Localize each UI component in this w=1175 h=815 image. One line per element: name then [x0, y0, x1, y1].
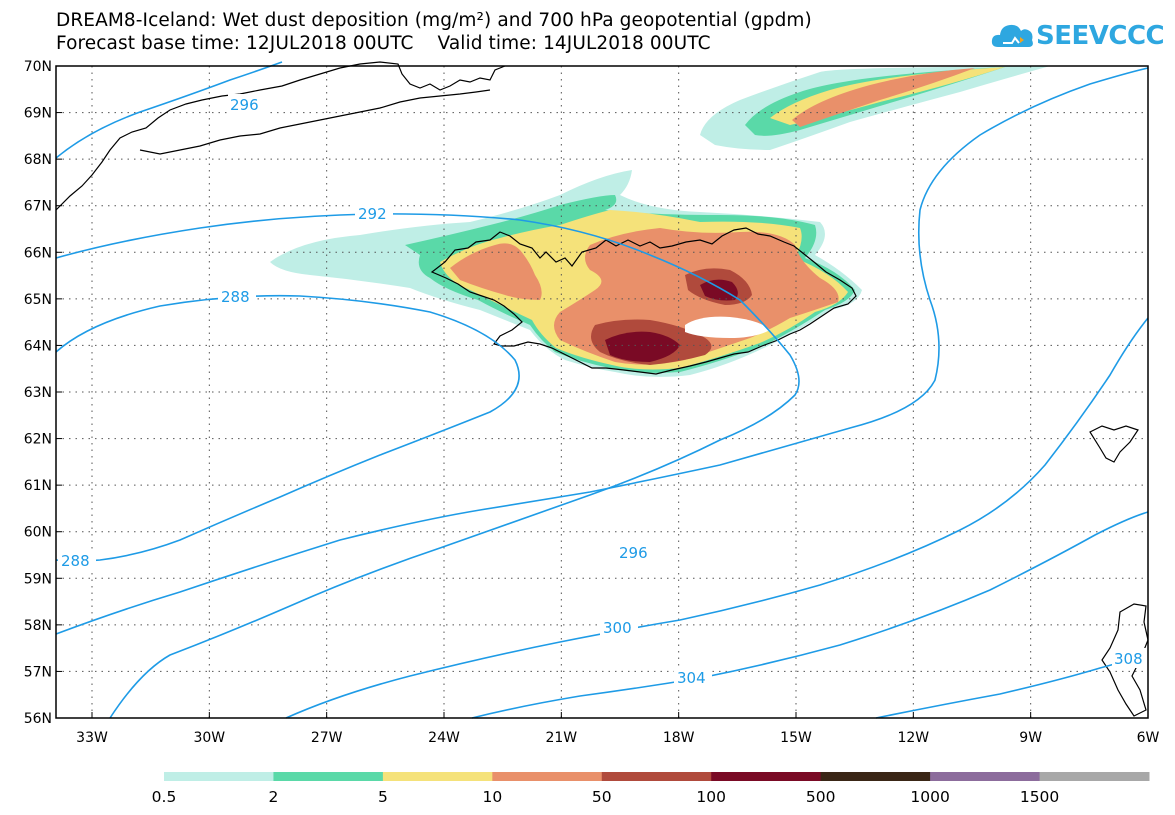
legend-swatch: [1039, 772, 1150, 781]
field-darkred: [605, 331, 680, 362]
legend-swatch: [382, 772, 493, 781]
coast-greenland-inner: [139, 89, 491, 155]
lat-label: 58N: [24, 618, 52, 634]
legend-label: 1500: [1020, 788, 1059, 806]
cloud-icon: [991, 24, 1033, 47]
lat-label: 69N: [24, 106, 52, 122]
legend-swatch: [164, 772, 274, 781]
lon-label: 15W: [780, 730, 812, 746]
lat-label: 64N: [24, 338, 52, 354]
contour-label-308: 308: [1114, 650, 1143, 668]
coast-greenland: [55, 61, 506, 211]
lat-label: 60N: [24, 525, 52, 541]
contour-296-north: [55, 61, 283, 159]
contour-296: [55, 67, 1149, 635]
lon-label: 18W: [663, 730, 695, 746]
lon-label: 9W: [1019, 730, 1042, 746]
legend-label: 5: [378, 788, 388, 806]
legend-label: 10: [482, 788, 502, 806]
latitude-labels: 70N 69N 68N 67N 66N 65N 64N 63N 62N 61N 60N 59N 58N 5…: [24, 59, 62, 727]
plume-orange: [792, 68, 975, 127]
lat-label: 70N: [24, 59, 52, 75]
legend-swatch: [930, 772, 1041, 781]
coast-scotland: [1101, 603, 1149, 717]
seevccc-logo: SEEVCCC: [990, 17, 1165, 57]
field-gap: [685, 316, 770, 338]
contour-288: [55, 294, 520, 562]
legend-label: 100: [696, 788, 726, 806]
contour-label-288-left: 288: [61, 552, 90, 570]
legend-swatch: [273, 772, 384, 781]
contour-labels: 296 292 288 288 296 300 304 308: [58, 94, 1148, 687]
lon-label: 27W: [311, 730, 343, 746]
legend-swatch: [820, 772, 931, 781]
lon-label: 33W: [76, 730, 108, 746]
legend-label: 1000: [910, 788, 949, 806]
legend-swatch: [711, 772, 822, 781]
contour-304: [471, 511, 1149, 719]
longitude-labels: 33W 30W 27W 24W 21W 18W 15W 12W 9W 6W: [76, 712, 1160, 746]
lon-label: 21W: [545, 730, 577, 746]
field-darkred-north: [700, 279, 738, 301]
legend-label: 500: [806, 788, 836, 806]
contour-label-292: 292: [358, 205, 387, 223]
lat-label: 67N: [24, 199, 52, 215]
lat-label: 62N: [24, 432, 52, 448]
lat-label: 65N: [24, 292, 52, 308]
legend-label: 0.5: [152, 788, 177, 806]
lon-label: 6W: [1137, 730, 1160, 746]
contour-label-288-mid: 288: [221, 288, 250, 306]
lat-label: 56N: [24, 711, 52, 727]
contour-308: [875, 653, 1149, 719]
lat-label: 57N: [24, 664, 52, 680]
map-title: DREAM8-Iceland: Wet dust deposition (mg/…: [56, 10, 812, 31]
contour-label-296-north: 296: [230, 96, 259, 114]
dust-deposition-field: [270, 66, 1050, 377]
coast-faroe: [1089, 425, 1139, 463]
graticule: [56, 66, 1148, 718]
map-subtitle: Forecast base time: 12JUL2018 00UTC Vali…: [56, 33, 711, 54]
lon-label: 30W: [193, 730, 225, 746]
contour-300: [285, 317, 1149, 719]
lon-label: 12W: [897, 730, 929, 746]
color-legend: 0.5 2 5 10 50 100 500 1000 1500: [152, 772, 1150, 806]
legend-swatch: [601, 772, 712, 781]
legend-swatch: [492, 772, 603, 781]
contour-label-296: 296: [619, 544, 648, 562]
coastlines: [55, 61, 1149, 717]
field-orange: [450, 243, 542, 300]
contour-label-304: 304: [677, 669, 706, 687]
lat-label: 59N: [24, 571, 52, 587]
legend-label: 2: [269, 788, 279, 806]
coast-iceland: [430, 227, 857, 375]
lat-label: 63N: [24, 385, 52, 401]
lon-label: 24W: [428, 730, 460, 746]
lat-label: 61N: [24, 478, 52, 494]
lat-label: 66N: [24, 245, 52, 261]
legend-label: 50: [592, 788, 612, 806]
lat-label: 68N: [24, 152, 52, 168]
contour-label-300: 300: [603, 619, 632, 637]
logo-text: SEEVCCC: [1036, 21, 1165, 51]
